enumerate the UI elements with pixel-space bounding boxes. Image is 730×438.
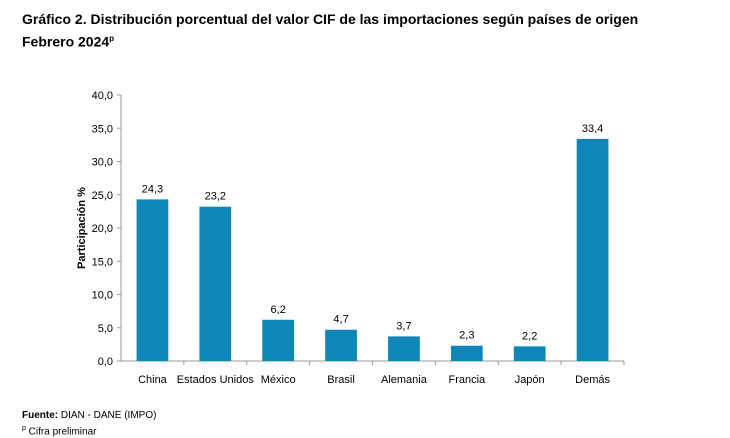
- bar: [325, 329, 357, 361]
- y-tick-label: 30,0: [92, 157, 113, 169]
- x-tick-label: Alemania: [381, 374, 428, 386]
- x-tick-label: China: [138, 374, 168, 386]
- source-line: Fuente: DIAN - DANE (IMPO): [22, 409, 156, 422]
- bar: [450, 345, 483, 361]
- data-label: 23,2: [205, 191, 226, 203]
- x-tick-label: Japón: [515, 374, 545, 386]
- data-label: 6,2: [271, 304, 286, 316]
- note-line: p Cifra preliminar: [22, 422, 156, 438]
- bar: [136, 199, 169, 361]
- source-label: Fuente:: [22, 410, 59, 421]
- y-tick-label: 15,0: [92, 256, 113, 268]
- data-label: 33,4: [582, 123, 603, 135]
- y-axis-title: Participación %: [76, 187, 88, 269]
- source-text: DIAN - DANE (IMPO): [58, 410, 157, 421]
- data-label: 4,7: [333, 314, 348, 326]
- data-label: 24,3: [142, 183, 163, 195]
- data-label: 2,2: [522, 330, 537, 342]
- y-tick-label: 5,0: [98, 323, 113, 335]
- data-label: 2,3: [459, 330, 474, 342]
- y-tick-label: 10,0: [92, 290, 113, 302]
- y-tick-label: 40,0: [92, 90, 113, 102]
- bar: [513, 346, 546, 361]
- chart-title-line1: Gráfico 2. Distribución porcentual del v…: [22, 11, 639, 27]
- x-tick-label: Brasil: [327, 374, 355, 386]
- bar: [576, 138, 609, 361]
- y-tick-label: 35,0: [92, 123, 113, 135]
- bar: [199, 206, 232, 361]
- bar: [262, 319, 295, 361]
- data-label: 3,7: [396, 320, 411, 332]
- x-tick-label: Francia: [448, 374, 486, 386]
- x-tick-label: Estados Unidos: [177, 374, 255, 386]
- x-tick-label: Demás: [575, 374, 610, 386]
- bar: [388, 336, 420, 361]
- chart-footer: Fuente: DIAN - DANE (IMPO) p Cifra preli…: [22, 409, 156, 438]
- note-text: Cifra preliminar: [25, 426, 97, 438]
- y-tick-label: 0,0: [98, 356, 113, 368]
- note-superscript: p: [22, 425, 26, 432]
- chart-title: Gráfico 2. Distribución porcentual del v…: [22, 10, 638, 52]
- chart-title-line2: Febrero 2024p: [22, 29, 638, 52]
- x-tick-label: México: [261, 374, 296, 386]
- chart-title-superscript: p: [109, 34, 115, 43]
- y-tick-label: 20,0: [92, 223, 113, 235]
- chart-title-date: Febrero 2024: [22, 33, 110, 50]
- y-tick-label: 25,0: [92, 190, 113, 202]
